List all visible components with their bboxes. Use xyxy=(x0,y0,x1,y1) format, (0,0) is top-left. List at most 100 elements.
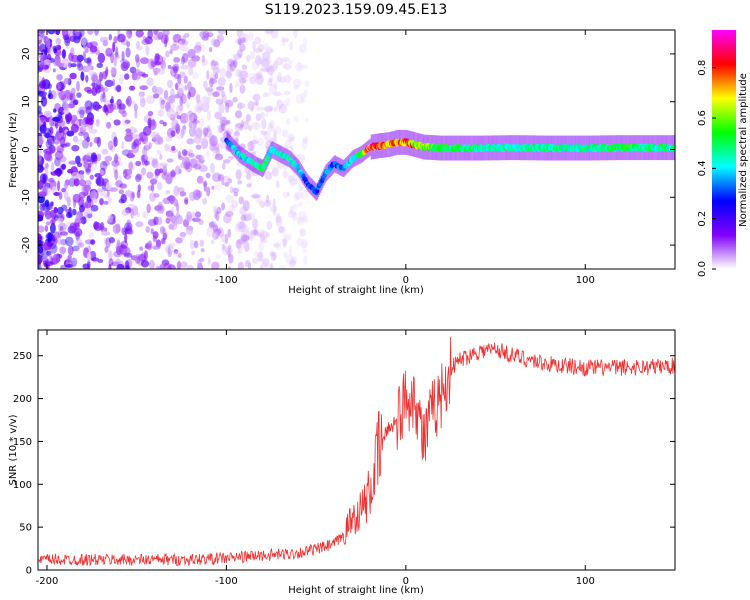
noise-blob xyxy=(38,180,44,190)
noise-blob xyxy=(289,41,293,51)
noise-blob xyxy=(105,181,112,191)
noise-blob xyxy=(89,190,98,200)
noise-blob xyxy=(173,220,178,226)
noise-blob xyxy=(199,239,205,247)
noise-blob xyxy=(166,158,174,163)
noise-blob xyxy=(217,227,224,238)
noise-blob xyxy=(93,158,98,164)
noise-blob xyxy=(134,54,140,63)
noise-blob xyxy=(71,144,80,152)
noise-blob xyxy=(273,130,277,142)
noise-blob xyxy=(196,106,203,113)
noise-blob xyxy=(59,80,63,92)
noise-blob xyxy=(118,198,125,204)
snr-series-line xyxy=(38,336,675,567)
noise-blob xyxy=(247,124,253,131)
noise-blob xyxy=(54,169,62,175)
noise-blob xyxy=(239,37,246,43)
noise-blob xyxy=(121,50,125,62)
noise-blob xyxy=(139,85,149,91)
noise-blob xyxy=(165,190,171,195)
noise-blob xyxy=(144,36,153,45)
noise-blob xyxy=(180,128,184,139)
noise-blob xyxy=(247,212,255,220)
noise-blob xyxy=(150,60,157,68)
noise-blob xyxy=(107,140,114,151)
noise-blob xyxy=(303,137,308,145)
noise-blob xyxy=(91,257,99,262)
noise-blob xyxy=(101,148,109,155)
noise-blob xyxy=(165,135,173,142)
noise-blob xyxy=(40,115,48,123)
noise-blob xyxy=(72,30,79,36)
noise-blob xyxy=(95,177,102,186)
noise-blob xyxy=(267,77,273,83)
noise-blob xyxy=(179,96,183,106)
noise-blob xyxy=(110,104,115,113)
noise-blob xyxy=(225,68,232,78)
noise-blob xyxy=(226,64,233,70)
noise-blob xyxy=(157,109,165,117)
noise-blob xyxy=(253,228,259,237)
noise-blob xyxy=(237,37,242,46)
noise-blob xyxy=(229,60,236,72)
noise-blob xyxy=(214,111,223,120)
noise-blob xyxy=(136,46,143,51)
noise-blob xyxy=(191,119,200,124)
noise-blob xyxy=(52,68,56,73)
noise-blob xyxy=(176,203,180,213)
noise-blob xyxy=(260,130,268,135)
noise-blob xyxy=(38,214,44,222)
noise-blob xyxy=(121,209,130,216)
noise-blob xyxy=(79,204,85,213)
noise-blob xyxy=(145,95,155,105)
noise-blob xyxy=(77,31,82,40)
noise-blob xyxy=(177,74,182,85)
noise-blob xyxy=(95,119,100,127)
noise-blob xyxy=(252,40,256,51)
colorbar-tick-label: 0.2 xyxy=(697,211,708,227)
noise-blob xyxy=(270,251,277,262)
noise-blob xyxy=(46,250,51,256)
noise-blob xyxy=(156,67,166,75)
noise-blob xyxy=(293,193,299,202)
noise-blob xyxy=(214,208,218,220)
noise-blob xyxy=(59,246,67,255)
noise-blob xyxy=(142,146,148,157)
noise-blob xyxy=(174,93,183,100)
noise-blob xyxy=(184,84,188,91)
noise-blob xyxy=(108,236,115,244)
noise-blob xyxy=(57,217,64,223)
noise-blob xyxy=(85,117,94,126)
noise-blob xyxy=(84,208,93,219)
noise-blob xyxy=(181,52,189,63)
noise-blob xyxy=(43,151,52,161)
noise-blob xyxy=(44,132,51,139)
noise-blob xyxy=(192,118,197,129)
noise-blob xyxy=(76,110,81,115)
noise-blob xyxy=(275,212,281,223)
noise-blob xyxy=(104,227,108,232)
snr-y-axis-label: SNR (10 * v/v) xyxy=(8,414,19,485)
snr-x-tick-label: -100 xyxy=(215,576,238,587)
noise-blob xyxy=(84,200,91,209)
noise-blob xyxy=(164,34,168,45)
noise-blob xyxy=(209,221,215,228)
noise-blob xyxy=(45,146,54,155)
noise-blob xyxy=(216,86,225,91)
noise-blob xyxy=(41,64,50,70)
noise-blob xyxy=(228,155,235,160)
noise-blob xyxy=(109,145,116,153)
noise-blob xyxy=(210,59,216,70)
noise-blob xyxy=(152,118,156,127)
noise-blob xyxy=(78,191,86,199)
snr-y-tick-label: 100 xyxy=(13,480,32,491)
noise-blob xyxy=(210,60,219,66)
noise-blob xyxy=(244,241,250,253)
noise-blob xyxy=(219,67,227,78)
noise-blob xyxy=(217,77,226,86)
noise-blob xyxy=(38,30,46,34)
noise-blob xyxy=(189,191,196,201)
noise-blob xyxy=(231,187,240,194)
noise-blob xyxy=(170,206,174,214)
